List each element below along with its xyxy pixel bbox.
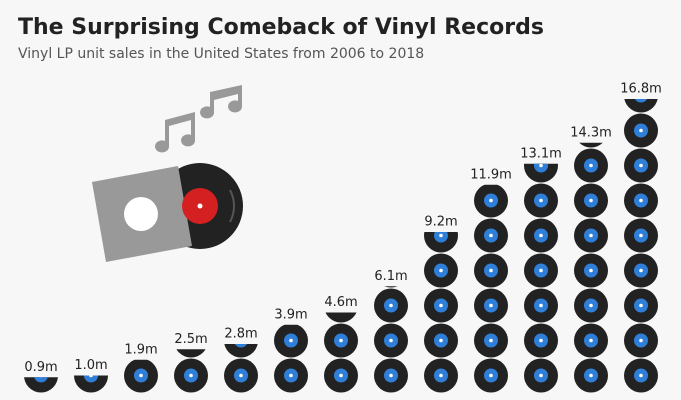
value-label: 13.1m	[520, 146, 562, 161]
value-label: 16.8m	[620, 82, 662, 97]
chart-subtitle: Vinyl LP unit sales in the United States…	[18, 46, 424, 62]
value-label: 1.0m	[74, 358, 107, 373]
value-label: 11.9m	[470, 167, 512, 182]
record-stack	[324, 312, 358, 393]
record-stack	[174, 349, 208, 393]
value-label: 6.1m	[374, 269, 407, 284]
record-stack	[374, 286, 408, 393]
value-label: 4.6m	[324, 295, 357, 310]
value-label: 1.9m	[124, 342, 157, 357]
value-label: 0.9m	[24, 360, 57, 375]
record-stack	[574, 142, 608, 393]
chart-title: The Surprising Comeback of Vinyl Records	[18, 15, 544, 40]
record-stack	[124, 359, 158, 393]
record-stack	[274, 324, 308, 393]
record-stack	[24, 377, 58, 393]
record-stack	[524, 163, 558, 393]
record-stack	[424, 232, 458, 393]
record-stack	[224, 344, 258, 393]
record-stack	[624, 99, 658, 393]
value-label: 2.5m	[174, 332, 207, 347]
value-label: 3.9m	[274, 307, 307, 322]
value-label: 2.8m	[224, 327, 257, 342]
record-stack	[74, 375, 108, 393]
value-label: 14.3m	[570, 125, 612, 140]
value-label: 9.2m	[424, 215, 457, 230]
illustration	[92, 85, 243, 262]
record-stack	[474, 184, 508, 393]
